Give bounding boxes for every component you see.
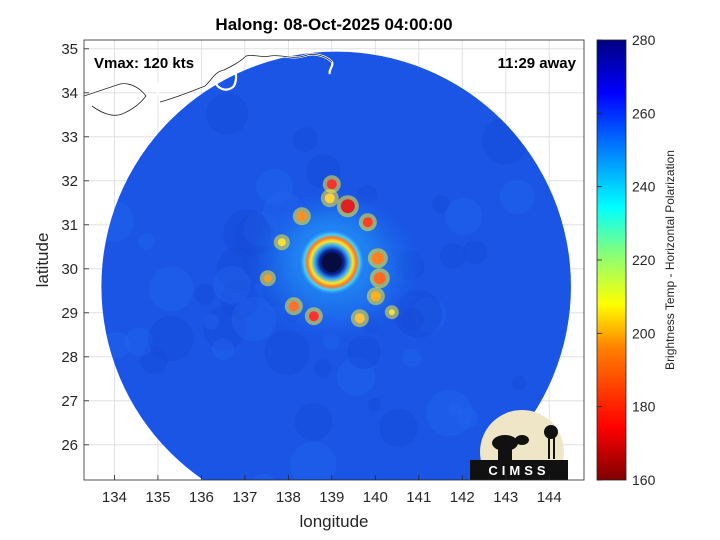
texture-blob (147, 315, 194, 362)
texture-blob (457, 407, 479, 429)
x-tick-label: 138 (276, 489, 301, 506)
texture-blob (264, 329, 310, 376)
y-tick-label: 31 (61, 217, 78, 234)
time-away-annotation: 11:29 away (498, 55, 577, 72)
texture-blob (402, 348, 422, 368)
hotspot (326, 179, 337, 190)
hotspot (388, 309, 395, 316)
plot-area: CIMSS Vmax: 120 kts 11:29 away (83, 39, 585, 481)
cimss-logo: CIMSS (470, 410, 568, 480)
texture-blob (289, 441, 337, 480)
x-tick-label: 136 (189, 489, 214, 506)
x-tick-label: 135 (145, 489, 170, 506)
hotspot (362, 217, 373, 228)
logo-text: CIMSS (488, 463, 549, 478)
colorbar: 160 180 200 220 240 260 280 Brightness Temp - … (596, 32, 677, 488)
x-tick-label: 141 (406, 489, 431, 506)
y-tick-label: 35 (61, 41, 78, 58)
x-tick-label: 143 (493, 489, 518, 506)
texture-blob (411, 297, 447, 333)
x-tick-label: 134 (102, 489, 127, 506)
colorbar-tick-label: 260 (632, 105, 656, 121)
texture-blob (313, 359, 332, 377)
chart-title: Halong: 08-Oct-2025 04:00:00 (215, 15, 452, 34)
texture-blob (511, 375, 527, 391)
colorbar-tick-label: 180 (632, 399, 656, 415)
hotspot (370, 291, 381, 302)
y-tick-label: 34 (61, 85, 78, 102)
colorbar-tick-label: 280 (632, 32, 656, 48)
hotspot (340, 199, 355, 214)
y-tick-label: 32 (61, 173, 78, 190)
texture-blob (463, 240, 488, 265)
swath-field (101, 51, 571, 480)
coastline-shikoku-shadow (84, 83, 147, 116)
land-outline-dark (84, 54, 333, 116)
coastline-izu (215, 59, 238, 91)
logo-banner (470, 460, 568, 480)
texture-blob (379, 408, 418, 447)
y-tick-label: 33 (61, 129, 78, 146)
hotspot (263, 274, 272, 283)
hotspot (324, 193, 335, 204)
texture-blob (206, 92, 249, 135)
storm-eye (321, 252, 342, 273)
texture-blob (194, 283, 216, 305)
texture-blob (440, 242, 467, 269)
logo-satellite-dish-icon (492, 435, 529, 460)
x-tick-label: 144 (537, 489, 562, 506)
texture-blob (292, 127, 318, 153)
texture-blob (425, 389, 473, 437)
texture-blob (148, 266, 194, 312)
hotspot (371, 252, 384, 265)
x-axis: 134 135 136 137 138 139 140 141 142 143 144 (102, 475, 562, 506)
hotspot (354, 313, 365, 324)
texture-blob (336, 357, 376, 396)
texture-blob (448, 402, 462, 416)
y-tick-label: 26 (61, 437, 78, 454)
texture-blob (432, 195, 451, 213)
texture-blob (124, 327, 154, 357)
y-tick-label: 28 (61, 349, 78, 366)
hotspot (373, 272, 386, 285)
y-tick-label: 29 (61, 305, 78, 322)
x-axis-label: longitude (299, 512, 368, 531)
x-tick-label: 140 (363, 489, 388, 506)
colorbar-label: Brightness Temp - Horizontal Polarizatio… (663, 150, 677, 370)
x-tick-label: 142 (450, 489, 475, 506)
hotspot (308, 311, 319, 322)
texture-blob (137, 232, 156, 250)
texture-blob (212, 338, 235, 361)
convective-hotspots (259, 175, 399, 328)
logo-disc (480, 410, 564, 480)
texture-blob (256, 168, 293, 205)
texture-blob (499, 179, 535, 215)
y-tick-label: 27 (61, 393, 78, 410)
y-axis-label: latitude (33, 233, 52, 288)
hotspot (277, 238, 286, 247)
colorbar-tick-label: 240 (632, 179, 656, 195)
texture-blob (294, 403, 333, 441)
coastline-kii (149, 70, 191, 109)
colorbar-tick-label: 220 (632, 252, 656, 268)
texture-blob (444, 197, 483, 236)
texture-blob (203, 313, 220, 330)
colorbar-ticks: 160 180 200 220 240 260 280 (597, 32, 656, 488)
plot-frame (83, 39, 585, 481)
x-tick-label: 137 (232, 489, 257, 506)
hotspot (288, 301, 299, 312)
vmax-annotation: Vmax: 120 kts (94, 55, 194, 72)
y-axis: 26 27 28 29 30 31 32 33 34 35 (61, 41, 89, 454)
y-tick-label: 30 (61, 261, 78, 278)
coastline-honshu-shadow (159, 54, 333, 103)
hotspot (296, 211, 307, 222)
logo-water-tower-icon (544, 425, 558, 459)
texture-blob (367, 397, 381, 411)
x-tick-label: 139 (319, 489, 344, 506)
colorbar-tick-label: 200 (632, 325, 656, 341)
colorbar-tick-label: 160 (632, 472, 656, 488)
texture-blob (139, 346, 168, 375)
texture-blob (202, 306, 247, 350)
